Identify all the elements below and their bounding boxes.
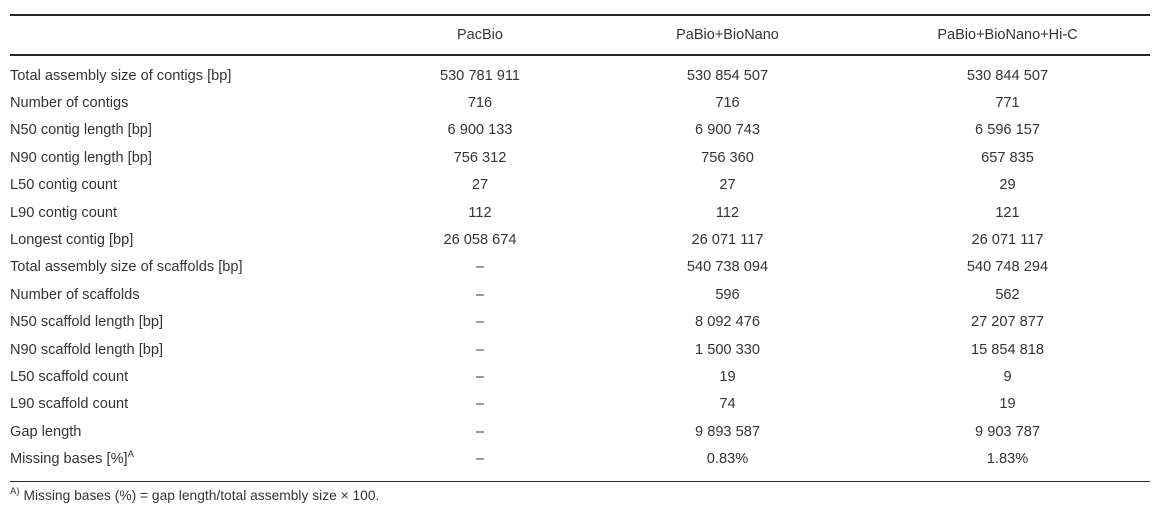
- header-row: PacBio PaBio+BioNano PaBio+BioNano+Hi-C: [10, 15, 1150, 56]
- cell-value: 562: [995, 286, 1020, 303]
- cell-value: 27 207 877: [970, 314, 1045, 331]
- cell-value: –: [475, 259, 485, 276]
- row-label: Total assembly size of contigs [bp]: [10, 67, 232, 84]
- row-label: Total assembly size of scaffolds [bp]: [10, 259, 243, 276]
- cell-value: 530 781 911: [439, 67, 521, 84]
- cell-value: 26 058 674: [443, 232, 517, 249]
- cell-value: 112: [468, 204, 492, 221]
- row-label: N50 scaffold length [bp]: [10, 314, 164, 331]
- cell-value: –: [475, 341, 485, 358]
- cell-value: 26 071 117: [691, 232, 764, 249]
- footnote: A) Missing bases (%) = gap length/total a…: [10, 486, 1150, 503]
- cell-value: 6 900 743: [695, 122, 760, 139]
- table-body: Total assembly size of contigs [bp] 530 7…: [10, 55, 1150, 481]
- table-row: Number of scaffolds – 596 562: [10, 281, 1150, 308]
- cell-value: 8 092 476: [695, 314, 760, 331]
- table-row: Total assembly size of contigs [bp] 530 7…: [10, 55, 1150, 89]
- cell-value: 19: [719, 368, 736, 385]
- table-row: Number of contigs 716 716 771: [10, 89, 1150, 116]
- header-pabio-bionano-hic: PaBio+BioNano+Hi-C: [865, 15, 1150, 56]
- cell-value: 26 071 117: [971, 232, 1044, 249]
- table-row: L50 contig count 27 27 29: [10, 172, 1150, 199]
- header-pabio-bionano: PaBio+BioNano: [590, 15, 865, 56]
- cell-value: 74: [719, 396, 736, 413]
- cell-value: –: [475, 368, 485, 385]
- table-row: Missing bases [%]A – 0.83% 1.83%: [10, 445, 1150, 481]
- row-label: N50 contig length [bp]: [10, 122, 152, 139]
- header-metric-column: [10, 15, 370, 56]
- cell-value: 27: [471, 177, 489, 194]
- row-label: Gap length: [10, 423, 82, 440]
- cell-value: 1.83%: [986, 451, 1029, 468]
- cell-value: 19: [999, 396, 1016, 413]
- cell-value: 6 900 133: [447, 122, 513, 139]
- cell-value: 1 500 330: [695, 341, 760, 358]
- cell-value: 6 596 157: [975, 122, 1040, 139]
- cell-value: 596: [715, 286, 740, 303]
- table-row: Longest contig [bp] 26 058 674 26 071 117 2…: [10, 226, 1150, 253]
- cell-value: –: [475, 423, 485, 440]
- row-label: Number of scaffolds: [10, 286, 140, 303]
- row-label: L50 contig count: [10, 177, 118, 194]
- cell-value: 27: [719, 177, 736, 194]
- row-label: N90 scaffold length [bp]: [10, 341, 164, 358]
- cell-value: –: [475, 451, 485, 468]
- table-row: Gap length – 9 893 587 9 903 787: [10, 418, 1150, 445]
- assembly-stats-section: PacBio PaBio+BioNano PaBio+BioNano+Hi-C …: [10, 14, 1150, 503]
- cell-value: 9 903 787: [975, 423, 1040, 440]
- table-header: PacBio PaBio+BioNano PaBio+BioNano+Hi-C: [10, 15, 1150, 56]
- cell-value: 540 748 294: [966, 259, 1049, 276]
- table-row: L50 scaffold count – 19 9: [10, 363, 1150, 390]
- cell-value: 756 312: [453, 149, 507, 166]
- table-row: N90 scaffold length [bp] – 1 500 330 15 854…: [10, 336, 1150, 363]
- footnote-marker: A): [10, 486, 20, 498]
- table-row: N50 contig length [bp] 6 900 133 6 900 743…: [10, 117, 1150, 144]
- cell-value: 716: [715, 95, 740, 112]
- cell-value: 771: [995, 95, 1020, 112]
- table-row: N50 scaffold length [bp] – 8 092 476 27 207…: [10, 309, 1150, 336]
- row-label: N90 contig length [bp]: [10, 149, 152, 166]
- row-label: Number of contigs: [10, 95, 129, 112]
- cell-value: –: [475, 396, 485, 413]
- row-label: L90 contig count: [10, 204, 118, 221]
- cell-value: –: [475, 314, 485, 331]
- table-row: Total assembly size of scaffolds [bp] – 54…: [10, 254, 1150, 281]
- cell-value: –: [475, 286, 485, 303]
- cell-value: 756 360: [701, 149, 754, 166]
- row-label: Missing bases [%]A: [10, 449, 134, 468]
- header-pacbio: PacBio: [370, 15, 590, 56]
- cell-value: 9 893 587: [695, 423, 760, 440]
- cell-value: 9: [1003, 368, 1012, 385]
- cell-value: 121: [995, 204, 1020, 221]
- row-label: L90 scaffold count: [10, 396, 129, 413]
- footnote-text: Missing bases (%) = gap length/total ass…: [23, 487, 380, 503]
- table-row: L90 contig count 112 112 121: [10, 199, 1150, 226]
- row-label: Longest contig [bp]: [10, 232, 134, 249]
- row-label-superscript: A: [127, 449, 134, 461]
- cell-value: 29: [999, 177, 1016, 194]
- cell-value: 0.83%: [706, 451, 749, 468]
- cell-value: 716: [467, 95, 493, 112]
- assembly-stats-table: PacBio PaBio+BioNano PaBio+BioNano+Hi-C …: [10, 14, 1150, 482]
- cell-value: 530 844 507: [966, 67, 1049, 84]
- row-label: L50 scaffold count: [10, 368, 129, 385]
- cell-value: 530 854 507: [686, 67, 769, 84]
- cell-value: 112: [715, 204, 740, 221]
- cell-value: 540 738 094: [686, 259, 769, 276]
- table-row: L90 scaffold count – 74 19: [10, 391, 1150, 418]
- cell-value: 657 835: [981, 149, 1034, 166]
- cell-value: 15 854 818: [970, 341, 1045, 358]
- table-row: N90 contig length [bp] 756 312 756 360 657 …: [10, 144, 1150, 171]
